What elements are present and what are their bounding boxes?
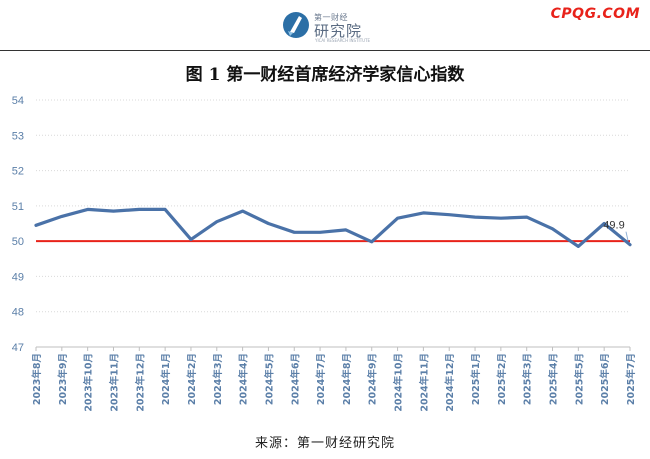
y-tick-label: 48 — [12, 307, 24, 319]
data-point — [370, 240, 373, 244]
x-tick-label: 2024年8月 — [341, 353, 353, 405]
source-note: 来源：第一财经研究院 — [254, 436, 395, 451]
data-point — [138, 208, 141, 211]
y-tick-label: 50 — [12, 236, 24, 248]
x-tick-label: 2025年1月 — [470, 353, 482, 405]
data-point — [318, 231, 322, 234]
y-tick-label: 47 — [12, 342, 24, 354]
data-point — [499, 217, 503, 220]
data-point — [422, 211, 425, 215]
data-point — [163, 208, 167, 211]
y-tick-label: 53 — [12, 130, 24, 142]
data-point — [112, 209, 115, 213]
y-tick-label: 54 — [12, 95, 24, 107]
logo-top-text: 第一财经 — [314, 13, 348, 22]
data-point — [396, 217, 399, 220]
x-tick-label: 2023年10月 — [83, 353, 95, 412]
x-tick-label: 2024年2月 — [186, 353, 198, 405]
data-point — [86, 208, 89, 211]
x-tick-label: 2025年3月 — [522, 353, 534, 405]
x-tick-label: 2024年9月 — [367, 353, 379, 405]
header-divider — [0, 50, 650, 51]
annotation-label: 49.9 — [603, 220, 624, 232]
x-tick-label: 2024年5月 — [263, 353, 275, 405]
data-point — [344, 228, 348, 232]
x-tick-label: 2024年4月 — [238, 353, 250, 405]
data-point — [189, 238, 193, 241]
data-point — [241, 209, 244, 213]
data-point — [34, 224, 38, 227]
x-tick-label: 2025年5月 — [573, 353, 585, 405]
x-tick-label: 2025年2月 — [496, 353, 508, 405]
x-tick-label: 2023年9月 — [57, 353, 69, 405]
logo-main-text: 研究院 — [314, 22, 363, 40]
logo-sub-text: YICAI RESEARCH INSTITUTE — [315, 38, 371, 43]
chart-title: 图 1 第一财经首席经济学家信心指数 — [185, 65, 465, 85]
x-tick-label: 2024年1月 — [160, 353, 172, 405]
x-tick-label: 2023年8月 — [31, 353, 43, 405]
data-point — [577, 245, 580, 248]
data-point — [628, 243, 632, 246]
annotation-leader — [625, 231, 629, 241]
x-tick-label: 2024年12月 — [444, 353, 456, 412]
confidence-index-line — [34, 207, 632, 248]
line-chart: 47 48 49 50 51 52 53 54 2023年8月 2023年9月 2023年10月 20… — [12, 95, 637, 412]
y-tick-label: 52 — [12, 166, 24, 178]
x-tick-label: 2024年3月 — [212, 353, 224, 405]
site-watermark: CPQG.COM — [550, 6, 640, 22]
data-point — [60, 215, 64, 218]
y-tick-label: 51 — [12, 201, 24, 213]
page-header: 第一财经 研究院 YICAI RESEARCH INSTITUTE CPQG.C… — [0, 0, 650, 50]
x-tick-label: 2024年10月 — [393, 353, 405, 412]
x-tick-label: 2023年12月 — [134, 353, 146, 412]
yicai-logo: 第一财经 研究院 YICAI RESEARCH INSTITUTE — [281, 8, 371, 44]
x-tick-label: 2023年11月 — [108, 353, 120, 412]
x-tick-label: 2024年11月 — [418, 353, 430, 412]
x-tick-label: 2024年6月 — [289, 353, 301, 405]
data-point — [525, 215, 528, 219]
x-tick-label: 2025年6月 — [599, 353, 611, 405]
x-tick-label: 2025年7月 — [625, 353, 637, 405]
x-tick-label: 2025年4月 — [548, 353, 560, 405]
data-point — [215, 220, 218, 223]
data-point — [293, 231, 296, 234]
data-point — [473, 215, 477, 219]
data-point — [267, 222, 270, 225]
data-point — [602, 222, 606, 225]
x-tick-label: 2024年7月 — [315, 353, 327, 405]
data-point — [448, 213, 451, 216]
y-tick-label: 49 — [12, 271, 24, 283]
data-point — [551, 227, 554, 230]
yicai-logo-icon — [283, 12, 309, 38]
